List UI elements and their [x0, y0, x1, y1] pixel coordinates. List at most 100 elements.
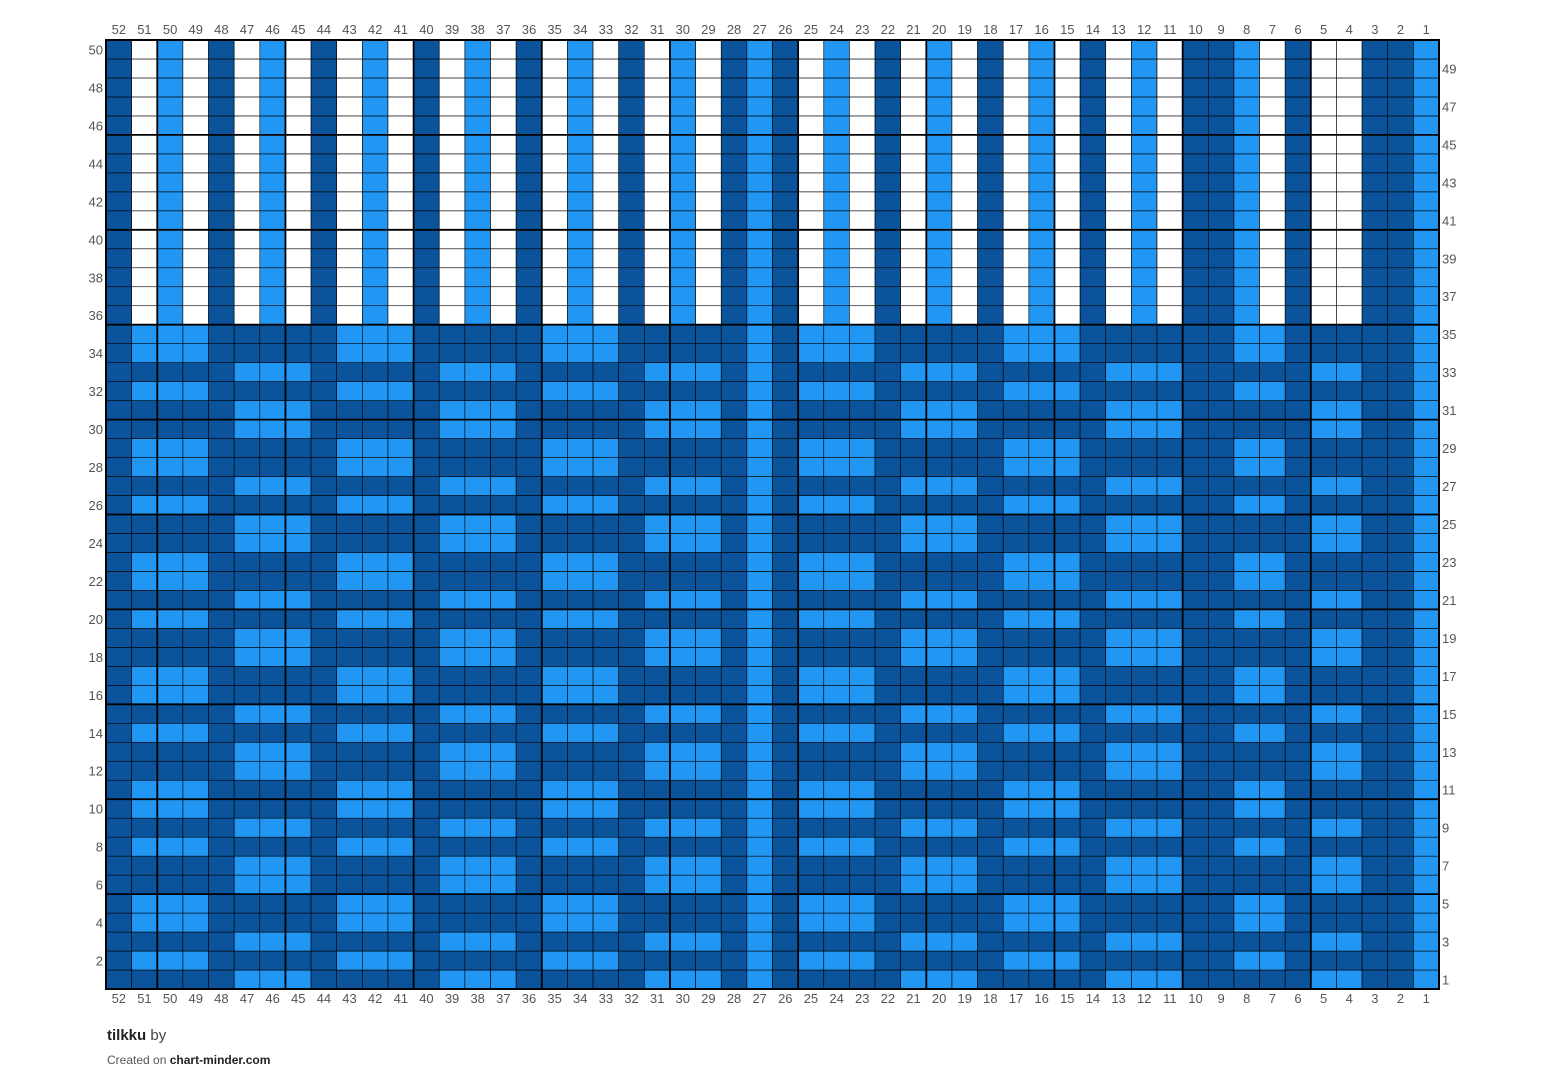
stitch-cell	[387, 153, 414, 174]
stitch-cell	[387, 590, 414, 610]
stitch-cell	[592, 96, 619, 117]
stitch-cell	[413, 381, 440, 401]
stitch-cell	[259, 533, 286, 553]
stitch-cell	[900, 647, 927, 667]
stitch-cell	[1207, 115, 1235, 136]
stitch-cell	[541, 912, 568, 933]
stitch-cell	[772, 153, 799, 174]
stitch-cell	[1002, 798, 1030, 819]
stitch-cell	[1361, 533, 1389, 553]
stitch-cell	[362, 419, 389, 439]
stitch-cell	[1105, 96, 1132, 117]
stitch-cell	[515, 571, 543, 591]
stitch-cell	[105, 722, 132, 743]
stitch-cell	[1387, 685, 1414, 705]
stitch-cell	[1259, 666, 1286, 686]
column-number-bottom: 24	[829, 991, 843, 1006]
stitch-cell	[695, 248, 722, 269]
stitch-cell	[849, 741, 876, 762]
stitch-cell	[1387, 115, 1414, 136]
stitch-cell	[1156, 267, 1183, 288]
stitch-cell	[1105, 722, 1132, 743]
stitch-cell	[900, 438, 927, 458]
stitch-cell	[1079, 703, 1107, 724]
stitch-cell	[1131, 703, 1158, 724]
stitch-cell	[1156, 855, 1183, 876]
stitch-cell	[797, 286, 825, 307]
stitch-cell	[1387, 305, 1414, 326]
stitch-cell	[1028, 153, 1055, 174]
stitch-cell	[1054, 969, 1081, 990]
stitch-cell	[1361, 647, 1389, 667]
stitch-cell	[1310, 647, 1337, 667]
stitch-cell	[977, 172, 1004, 193]
row-number-left: 20	[89, 612, 103, 627]
stitch-cell	[1131, 495, 1158, 515]
stitch-cell	[926, 514, 953, 534]
stitch-cell	[874, 609, 901, 629]
stitch-cell	[387, 685, 414, 705]
stitch-cell	[797, 153, 825, 174]
stitch-cell	[772, 267, 799, 288]
stitch-cell	[1413, 476, 1440, 496]
column-number-bottom: 10	[1188, 991, 1202, 1006]
stitch-cell	[849, 495, 876, 515]
stitch-cell	[1182, 703, 1209, 724]
column-number-bottom: 31	[650, 991, 664, 1006]
stitch-cell	[208, 248, 235, 269]
stitch-cell	[259, 400, 286, 420]
stitch-cell	[849, 912, 876, 933]
stitch-cell	[105, 115, 132, 136]
stitch-cell	[438, 552, 466, 572]
stitch-cell	[387, 874, 414, 895]
stitch-cell	[695, 590, 722, 610]
stitch-cell	[438, 419, 466, 439]
stitch-cell	[387, 741, 414, 762]
stitch-cell	[874, 817, 901, 838]
stitch-cell	[874, 514, 901, 534]
stitch-cell	[1207, 172, 1235, 193]
stitch-cell	[182, 817, 209, 838]
stitch-cell	[490, 248, 517, 269]
stitch-cell	[746, 77, 773, 98]
stitch-cell	[720, 779, 748, 800]
stitch-cell	[233, 134, 261, 155]
column-number-bottom: 27	[752, 991, 766, 1006]
stitch-cell	[618, 514, 645, 534]
column-number-bottom: 42	[368, 991, 382, 1006]
stitch-cell	[1156, 96, 1183, 117]
column-number-top: 11	[1163, 22, 1177, 37]
stitch-cell	[951, 552, 978, 572]
stitch-cell	[233, 798, 261, 819]
stitch-cell	[1233, 741, 1260, 762]
stitch-cell	[1336, 628, 1363, 648]
stitch-cell	[1028, 912, 1055, 933]
stitch-cell	[823, 912, 850, 933]
row-number-left: 48	[89, 80, 103, 95]
stitch-cell	[1182, 153, 1209, 174]
stitch-cell	[1079, 666, 1107, 686]
column-number-bottom: 14	[1086, 991, 1100, 1006]
stitch-cell	[310, 571, 338, 591]
stitch-cell	[285, 950, 312, 971]
stitch-cell	[208, 779, 235, 800]
stitch-cell	[259, 931, 286, 952]
stitch-cell	[1131, 931, 1158, 952]
site-link[interactable]: chart-minder.com	[169, 1053, 271, 1067]
stitch-cell	[541, 931, 568, 952]
stitch-cell	[746, 874, 773, 895]
stitch-cell	[1182, 628, 1209, 648]
stitch-cell	[131, 685, 158, 705]
column-number-bottom: 19	[958, 991, 972, 1006]
stitch-cell	[823, 969, 850, 990]
stitch-cell	[541, 855, 568, 876]
stitch-cell	[567, 798, 594, 819]
stitch-cell	[1028, 248, 1055, 269]
stitch-cell	[1207, 210, 1235, 231]
stitch-cell	[695, 685, 722, 705]
stitch-cell	[387, 722, 414, 743]
stitch-cell	[1105, 39, 1132, 60]
stitch-cell	[336, 381, 363, 401]
stitch-cell	[1233, 115, 1260, 136]
stitch-cell	[336, 172, 363, 193]
